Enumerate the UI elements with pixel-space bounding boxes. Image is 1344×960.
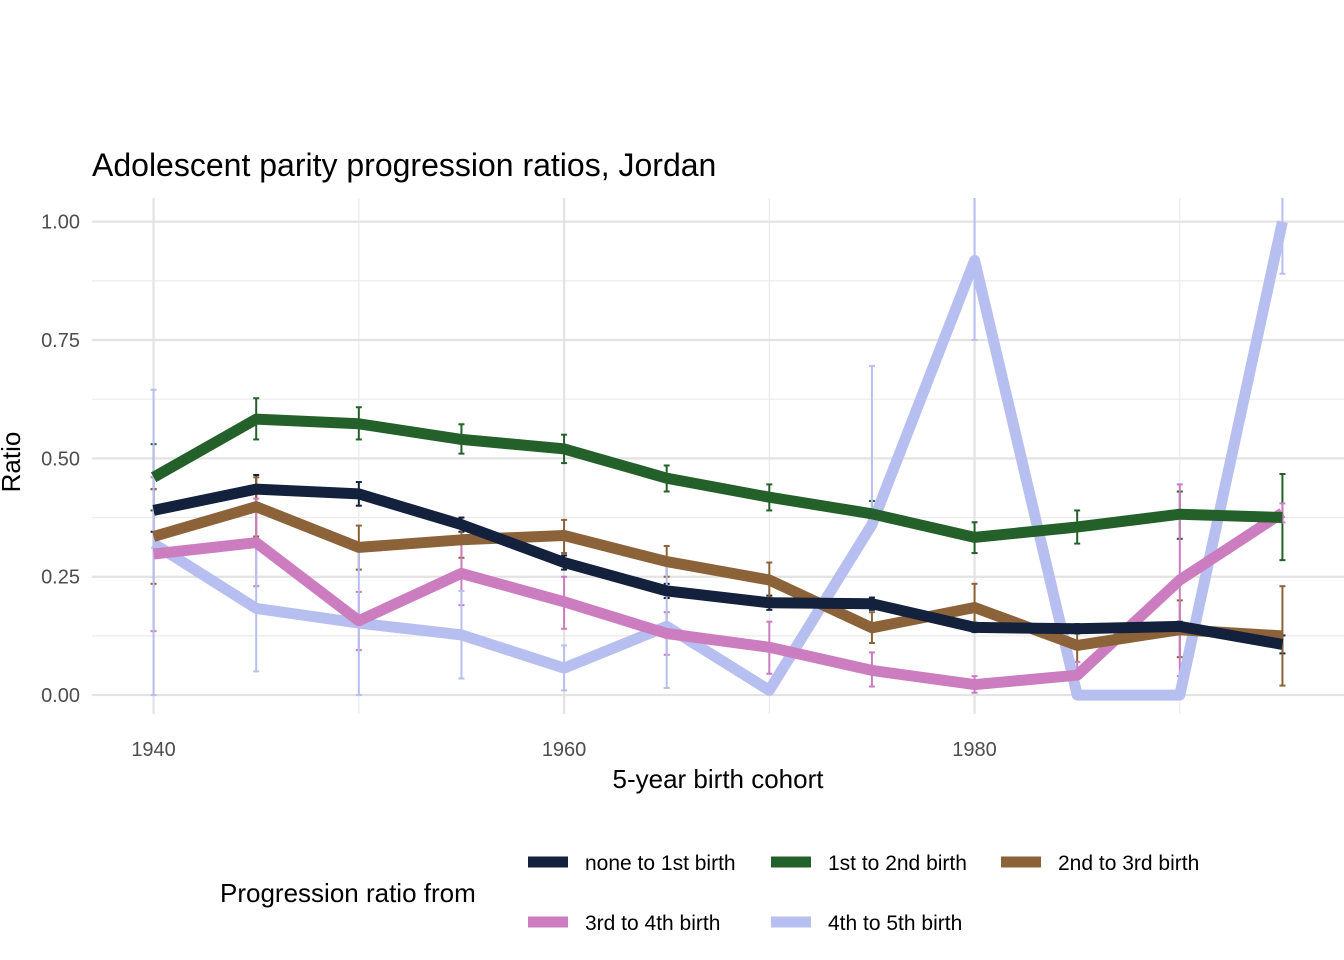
legend-item: 3rd to 4th birth (528, 912, 720, 935)
y-tick-label: 0.75 (41, 330, 80, 352)
legend-item: none to 1st birth (528, 852, 736, 875)
y-tick-label: 1.00 (41, 212, 80, 234)
legend-label: 1st to 2nd birth (828, 852, 967, 875)
y-tick-label: 0.25 (41, 567, 80, 589)
legend-label: none to 1st birth (585, 852, 736, 875)
series-line-none-to-1st-birth (152, 483, 1284, 650)
legend-item: 4th to 5th birth (771, 912, 962, 935)
x-tick-label: 1940 (131, 739, 176, 761)
legend-label: 3rd to 4th birth (585, 912, 720, 935)
series-lines (150, 220, 1288, 701)
chart-title: Adolescent parity progression ratios, Jo… (92, 147, 716, 183)
tick-labels: 0.00 0.25 0.50 0.75 1.00 1940 1960 1980 (41, 212, 997, 761)
series-line-2nd-to-3rd-birth (152, 501, 1283, 651)
series-line-4th-to-5th-birth (150, 220, 1288, 701)
y-tick-label: 0.00 (41, 685, 80, 707)
error-bar (1279, 198, 1286, 275)
legend-item: 2nd to 3rd birth (1001, 852, 1199, 875)
y-axis-label: Ratio (0, 432, 26, 493)
legend-item: 1st to 2nd birth (771, 852, 967, 875)
legend-title: Progression ratio from (220, 878, 476, 908)
y-tick-label: 0.50 (41, 448, 80, 470)
series-line-1st-to-2nd-birth (150, 413, 1283, 543)
x-tick-label: 1980 (952, 739, 997, 761)
error-bar (1279, 585, 1286, 687)
series-line-3rd-to-4th-birth (152, 508, 1286, 691)
legend: Progression ratio from none to 1st birth… (220, 852, 1199, 935)
error-bar (150, 388, 157, 697)
x-axis-label: 5-year birth cohort (613, 764, 825, 794)
legend-label: 4th to 5th birth (828, 912, 962, 935)
legend-label: 2nd to 3rd birth (1058, 852, 1199, 875)
x-tick-label: 1960 (542, 739, 587, 761)
